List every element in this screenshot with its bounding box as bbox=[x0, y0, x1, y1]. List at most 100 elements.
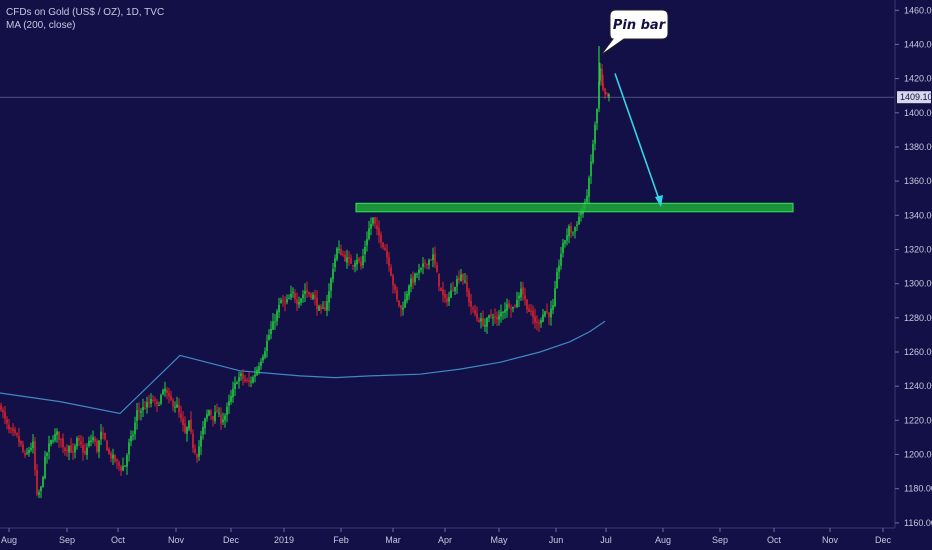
candle-body bbox=[508, 303, 510, 308]
candle-body bbox=[72, 451, 74, 453]
candle-body bbox=[578, 216, 580, 225]
candle-body bbox=[262, 356, 264, 361]
candle-body bbox=[306, 289, 308, 293]
candle-body bbox=[396, 290, 398, 300]
candle-body bbox=[298, 301, 300, 305]
candle-body bbox=[106, 440, 108, 451]
candle-body bbox=[340, 248, 342, 256]
candle-body bbox=[322, 307, 324, 309]
candle-body bbox=[436, 265, 438, 273]
candle-body bbox=[44, 456, 46, 479]
candle-body bbox=[474, 309, 476, 315]
candle-body bbox=[304, 291, 306, 294]
candle-body bbox=[272, 321, 274, 330]
candle-body bbox=[348, 256, 350, 259]
candle-body bbox=[336, 248, 338, 260]
candle-body bbox=[530, 310, 532, 312]
candle-body bbox=[70, 445, 72, 453]
candle-body bbox=[136, 410, 138, 422]
candle-body bbox=[542, 314, 544, 322]
candle-body bbox=[22, 444, 24, 452]
candle-body bbox=[266, 341, 268, 351]
candle-body bbox=[540, 320, 542, 324]
candle-body bbox=[476, 313, 478, 319]
candle-body bbox=[312, 294, 314, 299]
price-tick-label: 1160.00 bbox=[904, 518, 932, 528]
candle-body bbox=[292, 292, 294, 294]
annotation-layer: Pin bar bbox=[0, 9, 895, 207]
candle-body bbox=[36, 470, 38, 495]
candle-body bbox=[248, 380, 250, 382]
candle-body bbox=[478, 319, 480, 323]
candle-body bbox=[84, 451, 86, 454]
symbol-title[interactable]: CFDs on Gold (US$ / OZ), 1D, TVC bbox=[6, 7, 165, 18]
candle-body bbox=[144, 407, 146, 409]
candle-body bbox=[190, 419, 192, 432]
price-tick-label: 1440.00 bbox=[904, 39, 932, 49]
candle-body bbox=[302, 294, 304, 299]
price-tick-label: 1220.00 bbox=[904, 415, 932, 425]
candle-body bbox=[418, 269, 420, 274]
candle-body bbox=[538, 322, 540, 324]
candle-body bbox=[328, 291, 330, 303]
candle-body bbox=[238, 377, 240, 382]
candle-body bbox=[404, 299, 406, 308]
candle-body bbox=[520, 288, 522, 298]
candle-body bbox=[390, 267, 392, 276]
candle-body bbox=[146, 402, 148, 408]
candle-body bbox=[294, 293, 296, 300]
candle-body bbox=[470, 300, 472, 307]
candle-body bbox=[116, 459, 118, 461]
time-tick-label: Dec bbox=[875, 535, 892, 545]
direction-arrow-head bbox=[655, 195, 663, 207]
price-tick-label: 1420.00 bbox=[904, 74, 932, 84]
candle-body bbox=[334, 258, 336, 268]
candle-body bbox=[206, 414, 208, 419]
last-price-badge bbox=[897, 91, 931, 104]
resistance-zone bbox=[355, 202, 794, 213]
candle-body bbox=[546, 310, 548, 313]
candle-body bbox=[98, 440, 100, 452]
candle-body bbox=[112, 454, 114, 459]
candle-body bbox=[420, 267, 422, 270]
candle-body bbox=[46, 453, 48, 456]
candle-body bbox=[338, 248, 340, 250]
candle-body bbox=[446, 298, 448, 302]
candle-body bbox=[132, 435, 134, 437]
candle-body bbox=[100, 431, 102, 440]
candle-body bbox=[364, 247, 366, 255]
candle-body bbox=[68, 446, 70, 453]
candle-body bbox=[456, 279, 458, 287]
candle-body bbox=[158, 405, 160, 406]
candle-body bbox=[20, 440, 22, 445]
candle-body bbox=[290, 294, 292, 298]
candle-body bbox=[50, 439, 52, 445]
candle-body bbox=[268, 335, 270, 340]
candle-body bbox=[496, 317, 498, 320]
candle-body bbox=[128, 442, 130, 455]
candle-body bbox=[250, 381, 252, 383]
candle-body bbox=[356, 259, 358, 265]
candle-body bbox=[604, 88, 606, 93]
candle-body bbox=[92, 437, 94, 441]
candle-body bbox=[126, 455, 128, 467]
candle-body bbox=[374, 217, 376, 224]
indicator-title[interactable]: MA (200, close) bbox=[6, 20, 76, 31]
candle-body bbox=[416, 273, 418, 275]
candle-body bbox=[548, 312, 550, 318]
candle-body bbox=[408, 285, 410, 296]
candle-body bbox=[284, 302, 286, 304]
candle-body bbox=[212, 416, 214, 420]
candle-body bbox=[130, 436, 132, 442]
candle-body bbox=[40, 486, 42, 492]
candle-body bbox=[310, 293, 312, 298]
time-tick-label: Aug bbox=[1, 535, 17, 545]
candle-body bbox=[286, 299, 288, 303]
candle-body bbox=[314, 295, 316, 299]
candle-body bbox=[386, 250, 388, 257]
candle-body bbox=[466, 282, 468, 292]
candle-body bbox=[10, 428, 12, 430]
candle-body bbox=[288, 298, 290, 300]
candle-body bbox=[402, 307, 404, 310]
